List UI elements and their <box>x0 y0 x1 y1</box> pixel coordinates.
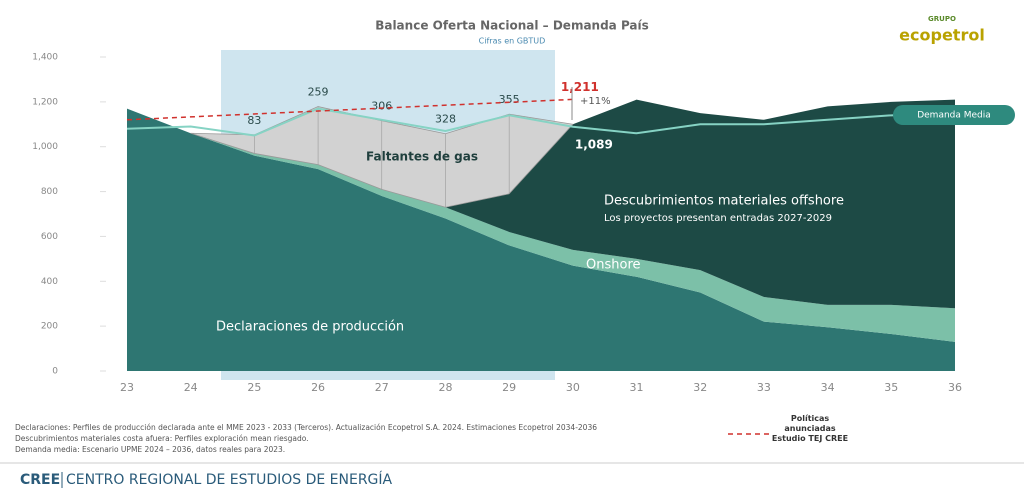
area-label: Declaraciones de producción <box>216 320 404 335</box>
y-tick-label: 200 <box>41 322 58 332</box>
x-tick-label: 36 <box>948 381 962 394</box>
area-label: Descubrimientos materiales offshore <box>604 194 844 209</box>
x-tick-label: 27 <box>375 381 389 394</box>
footer-text: CENTRO REGIONAL DE ESTUDIOS DE ENERGÍA <box>66 471 393 488</box>
data-label: 328 <box>435 113 456 126</box>
data-label: 259 <box>308 86 329 99</box>
logo-top: GRUPO <box>928 15 956 23</box>
x-tick-label: 24 <box>184 381 198 394</box>
footer-brand: CREE <box>20 472 60 488</box>
x-tick-label: 32 <box>693 381 707 394</box>
x-tick-label: 35 <box>884 381 898 394</box>
footnote: Descubrimientos materiales costa afuera:… <box>15 434 309 443</box>
policy-line <box>126 98 573 121</box>
data-label: 306 <box>371 100 392 113</box>
data-label: 1,089 <box>575 137 613 151</box>
footnote: Declaraciones: Perfiles de producción de… <box>15 423 597 432</box>
chart-subtitle: Cifras en GBTUD <box>479 37 546 46</box>
x-tick-label: 34 <box>821 381 835 394</box>
area-label: Los proyectos presentan entradas 2027-20… <box>604 213 832 224</box>
y-tick-label: 1,400 <box>32 53 58 63</box>
change-label: +11% <box>580 96 611 107</box>
y-tick-label: 800 <box>41 187 58 197</box>
x-tick-label: 29 <box>502 381 516 394</box>
legend-label: Políticas anunciadas Estudio TEJ CREE <box>771 414 849 443</box>
area-label: Onshore <box>586 258 641 273</box>
logo-name: ecopetrol <box>899 26 985 45</box>
x-tick-label: 33 <box>757 381 771 394</box>
footnote: Demanda media: Escenario UPME 2024 – 203… <box>15 445 285 454</box>
data-label: 83 <box>247 114 261 127</box>
legend-pill <box>893 105 1015 125</box>
y-tick-label: 1,000 <box>32 142 58 152</box>
x-tick-label: 31 <box>630 381 644 394</box>
area-label: Faltantes de gas <box>366 150 478 164</box>
legend-box: Políticas anunciadas Estudio TEJ CREE <box>771 414 849 443</box>
y-tick-label: 0 <box>52 367 58 377</box>
x-tick-label: 28 <box>438 381 452 394</box>
x-tick-label: 26 <box>311 381 325 394</box>
legend-label: Demanda Media <box>917 111 991 121</box>
area <box>127 108 955 371</box>
data-label: 355 <box>499 93 520 106</box>
y-tick-label: 1,200 <box>32 97 58 107</box>
area <box>127 108 955 342</box>
x-tick-label: 25 <box>247 381 261 394</box>
data-label: 1,211 <box>561 80 599 94</box>
x-tick-label: 23 <box>120 381 134 394</box>
area <box>127 99 955 309</box>
y-tick-label: 400 <box>41 277 58 287</box>
chart-title: Balance Oferta Nacional – Demanda País <box>375 19 649 33</box>
x-tick-label: 30 <box>566 381 580 394</box>
demand-line <box>126 107 956 137</box>
y-tick-label: 600 <box>41 232 58 242</box>
